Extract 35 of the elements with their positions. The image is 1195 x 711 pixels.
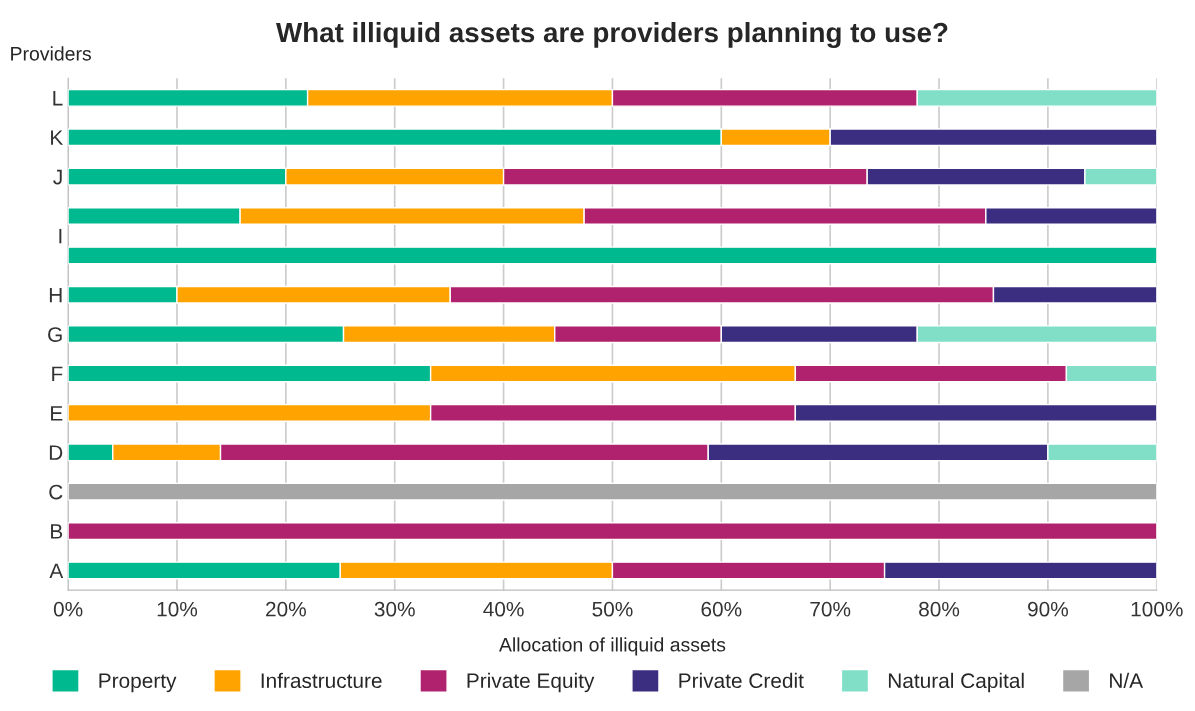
- chart-title: What illiquid assets are providers planning to use?: [276, 21, 948, 48]
- y-tick-label: C: [49, 484, 63, 500]
- y-tick-label: B: [51, 524, 63, 539]
- x-tick-label: 40%: [483, 601, 524, 617]
- x-tick-label: 70%: [810, 601, 851, 617]
- x-tick-label: 80%: [919, 601, 960, 617]
- x-tick-label: 90%: [1028, 601, 1068, 617]
- y-tick-label: J: [53, 169, 62, 185]
- legend-label: Infrastructure: [261, 672, 382, 689]
- y-tick-label: D: [49, 445, 63, 460]
- bar: [68, 482, 1157, 501]
- y-tick-label: K: [51, 130, 64, 145]
- x-tick-label: 0%: [53, 601, 83, 617]
- y-tick-label: H: [49, 288, 62, 303]
- y-tick-label: I: [59, 228, 62, 244]
- y-axis-title: Providers: [11, 46, 91, 61]
- legend-label: N/A: [1110, 672, 1144, 689]
- y-tick-label: L: [53, 91, 63, 106]
- x-tick-label: 50%: [592, 601, 633, 617]
- bar: [68, 246, 1157, 265]
- x-tick-label: 60%: [701, 601, 742, 617]
- x-axis-title: Allocation of illiquid assets: [499, 637, 726, 656]
- y-tick-label: G: [48, 327, 62, 342]
- y-tick-label: E: [51, 406, 63, 421]
- y-tick-label: F: [52, 366, 63, 382]
- x-tick-label: 10%: [157, 601, 198, 617]
- legend-label: Private Credit: [679, 672, 804, 689]
- bar: [68, 522, 1157, 541]
- legend-label: Property: [99, 673, 177, 693]
- x-tick-label: 20%: [266, 601, 306, 617]
- legend-label: Natural Capital: [888, 672, 1024, 693]
- x-tick-label: 30%: [374, 601, 415, 617]
- x-tick-label: 100%: [1131, 601, 1183, 617]
- legend-label: Private Equity: [467, 672, 595, 693]
- y-tick-label: A: [49, 563, 64, 578]
